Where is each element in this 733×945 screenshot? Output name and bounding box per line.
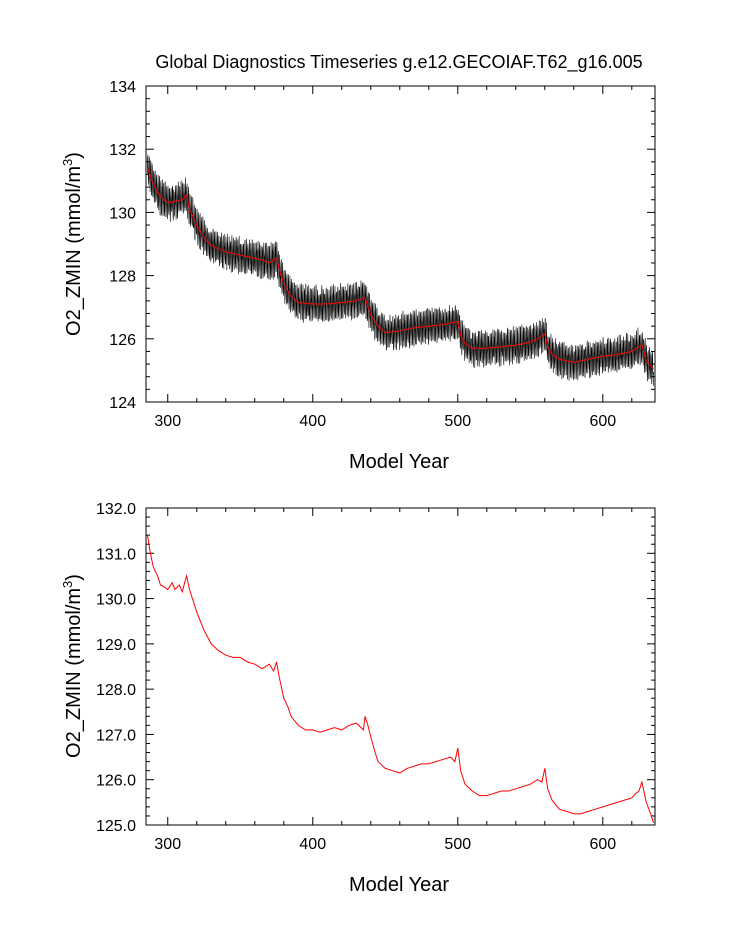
x-tick-label: 400: [299, 836, 326, 853]
bottom-chart-ticks: 300 400 500 600 125.0 126.0 127.0 128.0 129.0 130…: [96, 501, 655, 853]
y-tick-label: 126.0: [96, 773, 136, 790]
y-tick-label: 129.0: [96, 637, 136, 654]
y-tick-label: 132: [109, 142, 136, 159]
x-tick-label: 500: [444, 836, 471, 853]
y-tick-label: 128: [109, 269, 136, 286]
x-tick-label: 600: [589, 836, 616, 853]
top-chart-frame: [145, 85, 656, 403]
x-tick-label: 600: [589, 413, 616, 430]
x-tick-label: 300: [154, 413, 181, 430]
chart-title: Global Diagnostics Timeseries g.e12.GECO…: [155, 52, 642, 73]
bottom-chart-x-axis-title: Model Year: [349, 874, 449, 896]
top-chart-x-axis-title: Model Year: [349, 451, 449, 473]
y-tick-label: 127.0: [96, 727, 136, 744]
x-tick-label: 400: [299, 413, 326, 430]
y-tick-label: 134: [109, 79, 136, 96]
bottom-chart-frame: [145, 507, 656, 826]
top-chart-annual-mean-line: [147, 168, 654, 370]
y-tick-label: 124: [109, 395, 136, 412]
y-tick-label: 126: [109, 332, 136, 349]
x-tick-label: 300: [154, 836, 181, 853]
y-tick-label: 130: [109, 205, 136, 222]
y-tick-label: 130.0: [96, 592, 136, 609]
top-chart-ticks: 300 400 500 600 124 126 128 130 132 134: [109, 79, 655, 430]
bottom-chart-annual-mean-line: [147, 535, 654, 823]
top-chart-y-axis-title: O2_ZMIN (mmol/m3): [60, 152, 85, 336]
y-tick-label: 125.0: [96, 818, 136, 835]
bottom-chart-y-axis-title: O2_ZMIN (mmol/m3): [60, 574, 85, 758]
y-tick-label: 132.0: [96, 501, 136, 518]
y-tick-label: 131.0: [96, 546, 136, 563]
y-tick-label: 128.0: [96, 682, 136, 699]
top-chart-monthly-band: [147, 154, 654, 386]
x-tick-label: 500: [444, 413, 471, 430]
monthly-series-line: [147, 154, 654, 386]
